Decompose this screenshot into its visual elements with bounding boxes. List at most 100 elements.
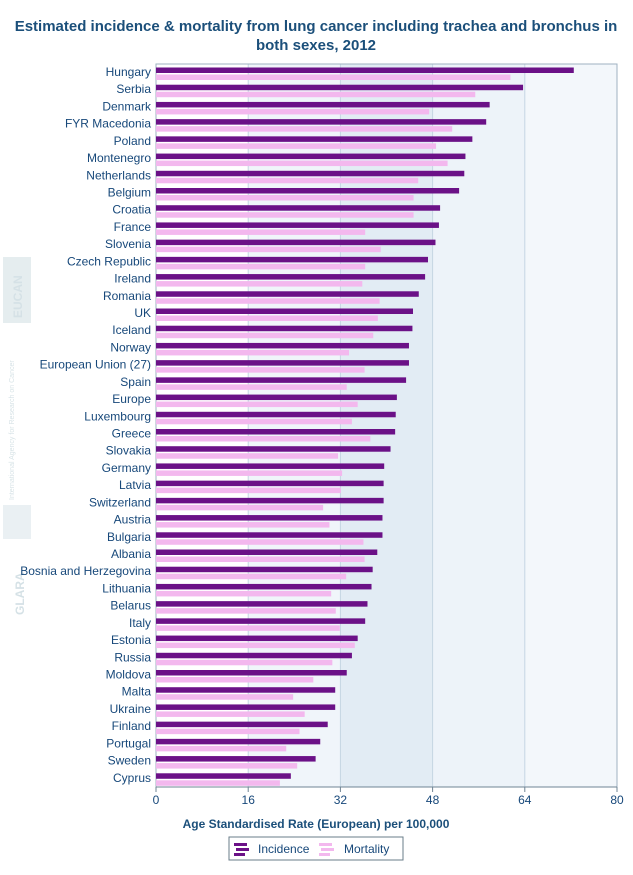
category-label: Spain: [120, 375, 151, 389]
incidence-bar: [156, 497, 384, 504]
incidence-bar: [156, 119, 487, 125]
category-label: Slovenia: [105, 237, 151, 251]
category-label: France: [114, 220, 152, 234]
mortality-bar: [156, 315, 378, 321]
incidence-bar: [156, 652, 352, 659]
incidence-bar: [156, 549, 378, 555]
incidence-bar: [156, 342, 409, 349]
mortality-bar: [156, 367, 365, 373]
mortality-bar: [156, 677, 314, 683]
category-label: Norway: [110, 340, 151, 354]
mortality-bar: [156, 281, 363, 287]
x-tick-label: 16: [242, 793, 256, 807]
mortality-bar: [156, 470, 343, 476]
category-label: FYR Macedonia: [65, 117, 151, 131]
category-label: Portugal: [106, 736, 151, 750]
incidence-bar: [156, 704, 336, 710]
mortality-bar: [156, 487, 341, 494]
mortality-bar: [156, 453, 339, 459]
category-label: Montenegro: [87, 151, 151, 165]
incidence-bar: [156, 687, 336, 693]
legend-mortality-label: Mortality: [344, 842, 389, 856]
x-tick-label: 64: [518, 793, 532, 807]
mortality-bar: [156, 436, 371, 442]
category-label: Austria: [114, 513, 152, 527]
incidence-bar: [156, 532, 383, 538]
category-label: Netherlands: [86, 168, 151, 182]
incidence-bar: [156, 170, 465, 177]
mortality-bar: [156, 711, 305, 717]
mortality-bar: [156, 642, 355, 649]
plot-band: [156, 64, 249, 787]
category-label: Belarus: [110, 599, 151, 613]
mortality-bar: [156, 263, 366, 270]
category-label: Cyprus: [113, 771, 151, 785]
incidence-bar: [156, 239, 436, 246]
eucan-logo-box: [3, 257, 31, 323]
category-label: Latvia: [119, 478, 151, 492]
eucan-logo-text: EUCAN: [11, 275, 25, 318]
category-label: Slovakia: [106, 444, 152, 458]
incidence-bar: [156, 205, 441, 211]
x-tick-label: 80: [610, 793, 624, 807]
category-label: Switzerland: [89, 495, 151, 509]
mortality-bar: [156, 418, 352, 425]
legend-box: [228, 836, 404, 861]
legend-mortality-swatch: [319, 843, 334, 856]
category-label: Serbia: [116, 82, 151, 96]
incidence-bar: [156, 256, 428, 263]
incidence-bar: [156, 601, 368, 607]
mortality-bar: [156, 74, 511, 80]
plot-band: [248, 64, 341, 787]
mortality-bar: [156, 694, 294, 700]
mortality-bar: [156, 246, 381, 253]
plot-band: [340, 64, 433, 787]
mortality-bar: [156, 229, 366, 235]
incidence-bar: [156, 756, 316, 762]
category-label: Sweden: [108, 754, 151, 768]
eu-flag-logo: [3, 505, 31, 539]
incidence-bar: [156, 153, 466, 160]
incidence-bar: [156, 222, 439, 228]
incidence-bar: [156, 773, 291, 779]
category-label: Czech Republic: [67, 254, 151, 268]
x-tick-label: 32: [334, 793, 348, 807]
incidence-bar: [156, 188, 460, 194]
incidence-bar: [156, 738, 321, 745]
incidence-bar: [156, 67, 574, 73]
mortality-bar: [156, 298, 380, 304]
mortality-bar: [156, 728, 300, 735]
mortality-bar: [156, 780, 280, 786]
incidence-bar: [156, 463, 385, 469]
incidence-bar: [156, 136, 473, 142]
mortality-bar: [156, 91, 476, 98]
mortality-bar: [156, 745, 287, 752]
legend: Incidence Mortality: [228, 836, 404, 861]
incidence-bar: [156, 480, 384, 487]
category-label: Albania: [111, 547, 151, 561]
category-label: Greece: [112, 427, 152, 441]
category-label: Denmark: [102, 99, 152, 113]
category-label: Luxembourg: [84, 409, 151, 423]
plot-band: [432, 64, 525, 787]
category-label: Finland: [112, 719, 151, 733]
incidence-bar: [156, 411, 396, 418]
category-label: Hungary: [106, 65, 151, 79]
category-label: Romania: [103, 289, 151, 303]
incidence-bar: [156, 618, 366, 624]
watermark-logos: EUCAN International Agency for Research …: [3, 257, 31, 615]
category-label: Poland: [114, 134, 151, 148]
mortality-bar: [156, 504, 324, 511]
mortality-bar: [156, 143, 437, 149]
category-label: Lithuania: [102, 581, 151, 595]
category-labels: Hungary Serbia Denmark FYR Macedonia Poland M…: [20, 65, 152, 785]
mortality-bar: [156, 625, 340, 631]
category-label: UK: [134, 306, 151, 320]
mortality-bar: [156, 332, 374, 339]
category-label: Belgium: [108, 186, 151, 200]
chart-title-line-2: both sexes, 2012: [256, 37, 376, 54]
incidence-bar: [156, 84, 524, 91]
legend-incidence-swatch: [234, 843, 249, 856]
incidence-bar: [156, 360, 409, 366]
